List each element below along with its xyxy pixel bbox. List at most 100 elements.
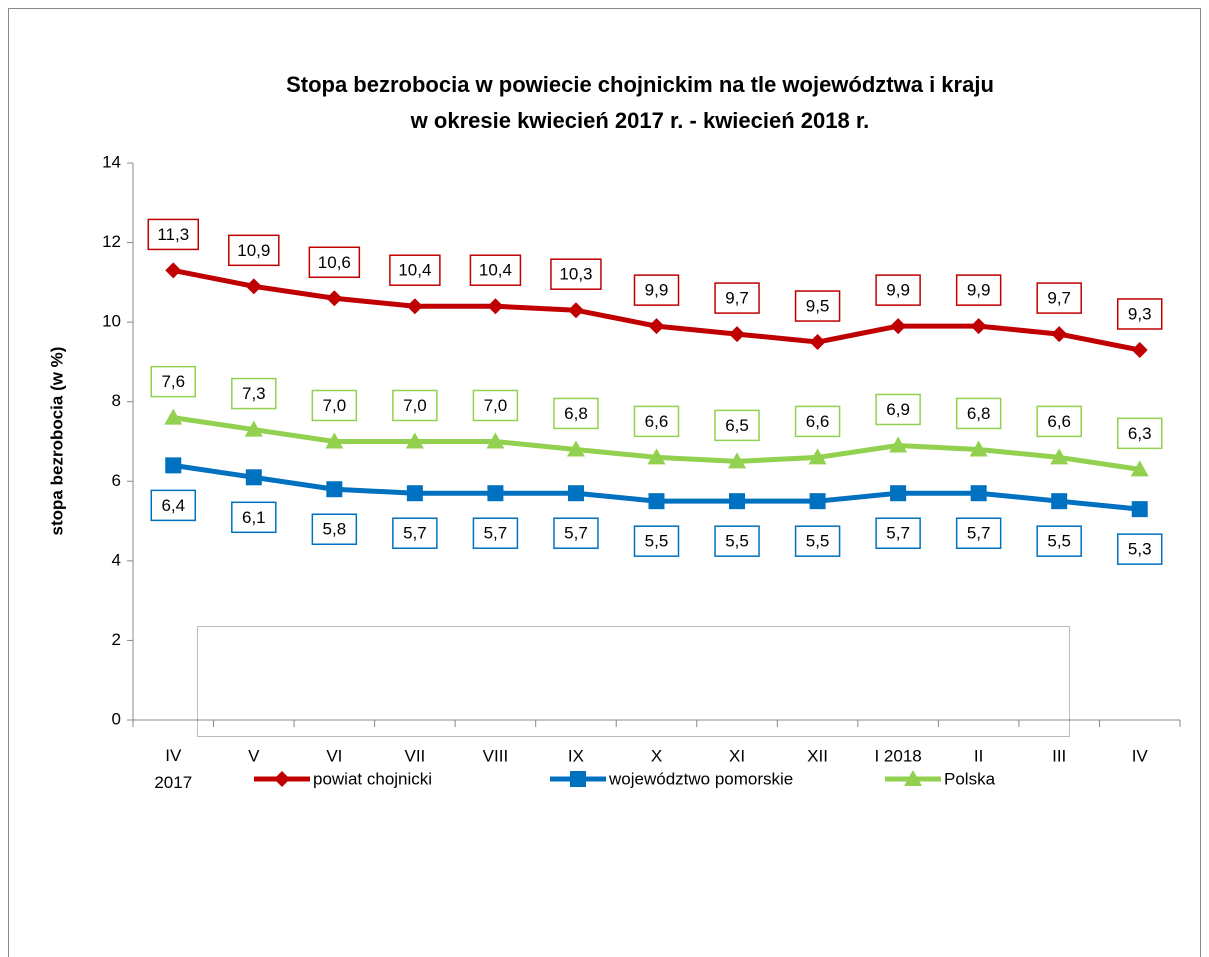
data-point — [245, 469, 262, 486]
data-label-box — [794, 405, 841, 438]
data-point — [487, 298, 504, 315]
data-label: 6,8 — [967, 404, 991, 423]
data-label: 10,4 — [479, 261, 512, 280]
data-label-box — [714, 282, 760, 314]
data-label: 9,7 — [725, 289, 749, 308]
data-label-box — [1036, 405, 1082, 438]
data-label-box — [389, 254, 441, 286]
chart-border — [8, 8, 1201, 957]
legend-marker — [570, 771, 586, 787]
data-label: 7,0 — [323, 396, 347, 415]
data-label-box — [794, 290, 841, 322]
data-label: 9,9 — [967, 281, 991, 300]
y-tick-label: 4 — [112, 550, 121, 569]
data-label: 5,5 — [1047, 532, 1071, 551]
data-label-box — [392, 389, 438, 422]
data-label-box — [633, 274, 680, 306]
data-label-box — [1036, 282, 1082, 314]
data-label-box — [472, 517, 519, 549]
data-label: 6,4 — [161, 496, 185, 515]
data-label: 5,7 — [967, 524, 991, 543]
y-tick-label: 12 — [102, 232, 121, 251]
data-point — [890, 485, 907, 502]
data-point — [566, 440, 585, 457]
x-tick-label: IV — [1132, 746, 1149, 765]
data-point — [245, 278, 262, 295]
data-label-box — [150, 365, 197, 398]
data-label-box — [472, 389, 519, 422]
data-label: 5,5 — [725, 532, 749, 551]
data-label: 9,3 — [1128, 304, 1152, 323]
data-point — [1131, 501, 1148, 518]
data-label: 6,3 — [1128, 424, 1152, 443]
data-label: 5,5 — [806, 532, 830, 551]
data-label: 9,9 — [645, 281, 669, 300]
data-label: 7,0 — [403, 396, 427, 415]
data-point — [809, 493, 826, 510]
x-tick-label: X — [651, 746, 662, 765]
data-label-box — [875, 517, 921, 549]
data-label: 9,9 — [886, 281, 910, 300]
data-label: 11,3 — [157, 225, 189, 244]
data-point — [487, 485, 504, 502]
data-label-box — [311, 389, 358, 422]
data-label-box — [150, 489, 197, 522]
data-label-box — [633, 405, 680, 438]
legend-box — [197, 626, 1070, 737]
data-point — [889, 436, 908, 453]
data-point — [326, 290, 343, 307]
data-label: 5,7 — [564, 524, 588, 543]
legend-label: Polska — [944, 769, 996, 788]
data-point — [647, 448, 666, 465]
data-label: 5,7 — [403, 524, 427, 543]
y-tick-label: 2 — [112, 630, 121, 649]
data-label: 6,5 — [725, 416, 749, 435]
data-label-box — [553, 397, 599, 430]
data-label-box — [392, 517, 438, 549]
chart-title: Stopa bezrobocia w powiecie chojnickim n… — [286, 72, 994, 97]
data-point — [648, 493, 665, 510]
data-label-box — [714, 525, 760, 557]
data-label: 10,6 — [318, 253, 351, 272]
data-label-box — [1036, 525, 1082, 557]
data-label: 5,5 — [645, 532, 669, 551]
data-point — [567, 302, 584, 319]
data-point — [970, 485, 987, 502]
data-point — [165, 457, 182, 474]
data-point — [164, 408, 183, 425]
data-label-box — [553, 517, 599, 549]
legend-marker — [274, 771, 290, 787]
data-label: 6,8 — [564, 404, 588, 423]
data-point — [244, 420, 263, 437]
legend-marker — [904, 770, 922, 786]
data-label: 7,3 — [242, 384, 266, 403]
data-label: 5,7 — [484, 524, 508, 543]
data-label: 9,7 — [1047, 289, 1071, 308]
chart-subtitle: w okresie kwiecień 2017 r. - kwiecień 20… — [410, 108, 870, 133]
data-point — [405, 432, 424, 449]
data-label-box — [308, 246, 361, 279]
y-axis-label: stopa bezrobocia (w %) — [47, 347, 66, 536]
legend-label: województwo pomorskie — [608, 769, 793, 788]
data-label-box — [147, 218, 200, 251]
data-label: 5,3 — [1128, 540, 1152, 559]
data-label-box — [955, 397, 1002, 430]
data-label: 10,4 — [398, 261, 431, 280]
data-label: 6,6 — [806, 412, 830, 431]
data-point — [1051, 326, 1068, 343]
x-tick-label: V — [248, 746, 260, 765]
data-label-box — [231, 377, 277, 410]
data-label: 6,1 — [242, 508, 266, 527]
data-point — [890, 318, 907, 335]
data-point — [486, 432, 505, 449]
data-point — [729, 493, 746, 510]
data-label: 6,6 — [645, 412, 669, 431]
data-label-box — [794, 525, 841, 557]
data-point — [165, 262, 182, 279]
data-label: 9,5 — [806, 297, 830, 316]
data-label: 5,7 — [886, 524, 910, 543]
data-label-box — [955, 517, 1002, 549]
data-label-box — [1116, 298, 1163, 330]
y-tick-label: 6 — [112, 471, 121, 490]
x-tick-label: VII — [404, 746, 425, 765]
